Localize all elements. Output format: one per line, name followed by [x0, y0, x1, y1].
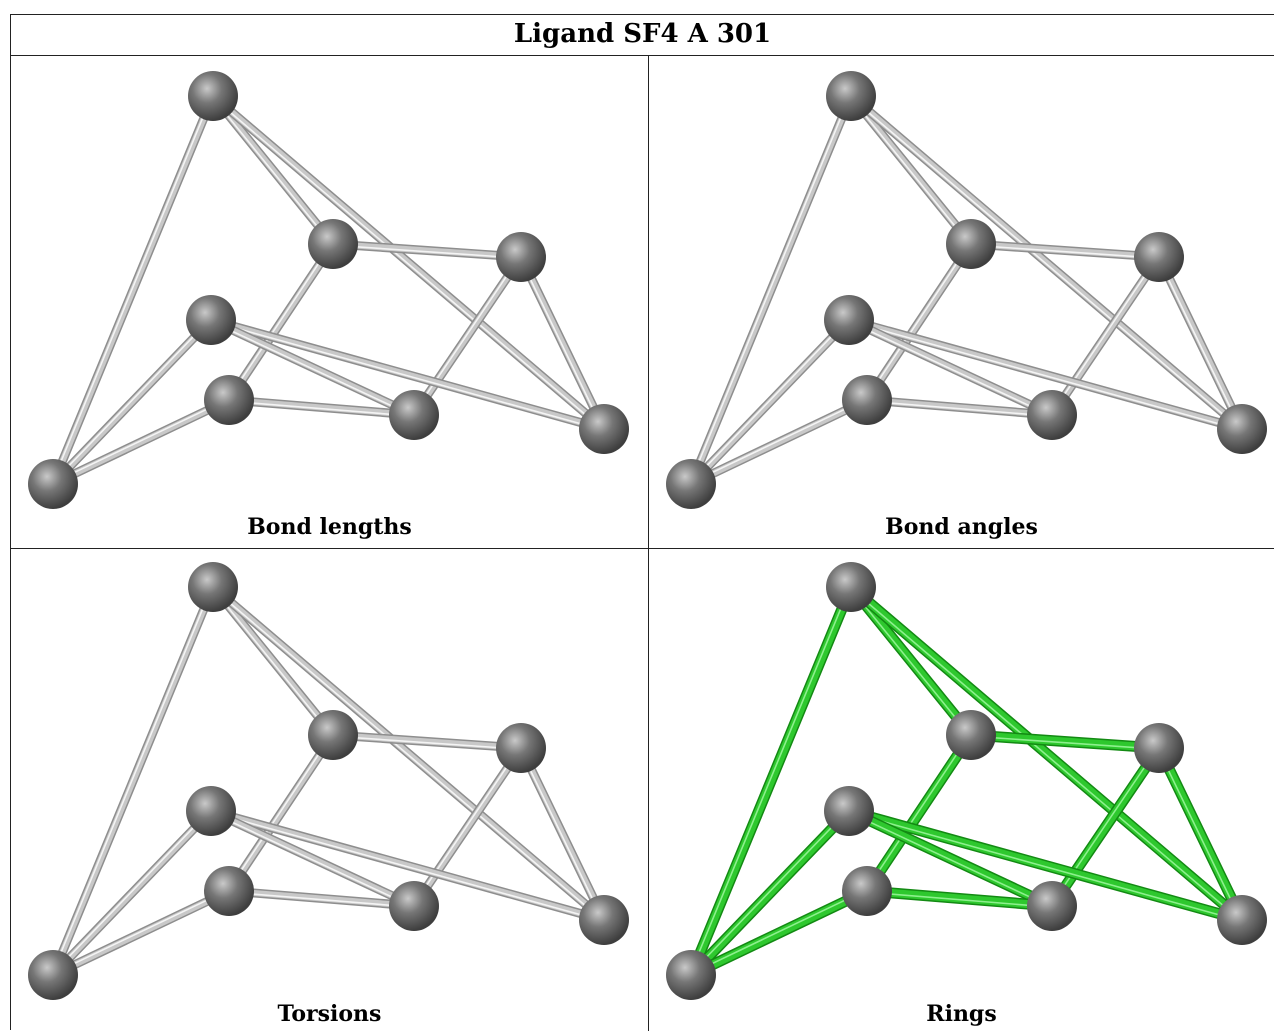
bond-A4-A6: [206, 315, 419, 420]
atom-A8: [666, 459, 716, 509]
bond-A1-A8: [48, 91, 218, 489]
panel-caption-bond-angles: Bond angles: [885, 514, 1038, 540]
panel-bond-lengths: Bond lengths: [11, 56, 649, 549]
bond-A5-A8: [685, 885, 873, 981]
bond-A1-A7: [208, 582, 609, 925]
bond-A1-A8: [686, 91, 856, 489]
bond-A4-A6: [843, 805, 1058, 912]
molecule-view-bond-lengths: [28, 71, 629, 509]
bond-A3-A6: [1047, 252, 1164, 420]
atom-A6: [389, 390, 439, 440]
atom-A3: [1134, 723, 1184, 773]
atom-A7: [1217, 404, 1267, 454]
panel-rings: Rings: [649, 549, 1274, 1031]
atom-A2: [946, 219, 996, 269]
molecule-view-bond-angles: [666, 71, 1267, 509]
bond-A2-A3: [328, 730, 526, 753]
bond-A5-A8: [686, 395, 872, 489]
panel-bond-angles: Bond angles: [649, 56, 1274, 549]
atom-A5: [842, 866, 892, 916]
bond-A5-A6: [861, 885, 1058, 912]
atom-A4: [824, 295, 874, 345]
bond-A4-A7: [843, 805, 1248, 926]
panel-torsions: Torsions: [11, 549, 649, 1031]
atom-A7: [579, 895, 629, 945]
bond-A1-A2: [845, 581, 977, 741]
bond-A1-A7: [846, 91, 1247, 434]
atom-A2: [946, 710, 996, 760]
bond-A1-A7: [208, 91, 609, 434]
bond-A2-A3: [328, 239, 526, 262]
molecule-view-torsions: [28, 562, 629, 1000]
atom-A8: [28, 459, 78, 509]
bond-A4-A7: [206, 806, 609, 925]
bond-A1-A8: [685, 581, 857, 981]
bond-A5-A8: [48, 395, 234, 489]
bond-A3-A7: [1153, 742, 1248, 926]
bond-A5-A6: [224, 395, 419, 420]
bond-A1-A2: [208, 582, 338, 740]
bond-A2-A5: [224, 730, 338, 896]
atom-A2: [308, 710, 358, 760]
bond-A5-A6: [862, 395, 1057, 420]
atom-A4: [824, 786, 874, 836]
bond-A2-A5: [224, 239, 338, 405]
bond-A5-A6: [224, 886, 419, 911]
atom-A1: [826, 71, 876, 121]
bond-A2-A3: [966, 239, 1164, 262]
atom-A3: [1134, 232, 1184, 282]
bond-A4-A8: [48, 315, 216, 489]
bond-A3-A7: [1154, 252, 1247, 434]
atom-A5: [204, 375, 254, 425]
bond-A3-A7: [516, 252, 609, 434]
atom-A2: [308, 219, 358, 269]
bond-A4-A7: [844, 315, 1247, 434]
atom-A6: [389, 881, 439, 931]
atom-A4: [186, 295, 236, 345]
atom-A6: [1027, 390, 1077, 440]
atom-A1: [826, 562, 876, 612]
figure-title: Ligand SF4 A 301: [11, 15, 1274, 56]
bond-A4-A7: [206, 315, 609, 434]
bond-A5-A8: [48, 886, 234, 980]
bond-A1-A8: [48, 582, 218, 980]
bond-A1-A2: [846, 91, 976, 249]
atom-A7: [579, 404, 629, 454]
bond-A1-A7: [845, 581, 1248, 926]
atom-A5: [204, 866, 254, 916]
panel-caption-rings: Rings: [926, 1001, 997, 1027]
bond-A4-A8: [686, 315, 854, 489]
atom-A8: [28, 950, 78, 1000]
bond-A4-A8: [685, 805, 855, 981]
atom-A4: [186, 786, 236, 836]
bond-A3-A7: [516, 743, 609, 925]
molecule-view-rings: [666, 562, 1267, 1000]
bond-A2-A5: [862, 239, 976, 405]
atom-A3: [496, 723, 546, 773]
bond-A4-A8: [48, 806, 216, 980]
atom-A3: [496, 232, 546, 282]
panel-caption-torsions: Torsions: [277, 1001, 382, 1027]
panel-caption-bond-lengths: Bond lengths: [247, 514, 412, 540]
atom-A6: [1027, 881, 1077, 931]
bond-A2-A3: [965, 729, 1165, 754]
bond-A3-A6: [1046, 742, 1165, 912]
bond-A4-A6: [844, 315, 1057, 420]
atom-A1: [188, 71, 238, 121]
bond-A3-A6: [409, 252, 526, 420]
atom-A8: [666, 950, 716, 1000]
bond-A4-A6: [206, 806, 419, 911]
bond-A3-A6: [409, 743, 526, 911]
atom-A5: [842, 375, 892, 425]
bond-A1-A2: [208, 91, 338, 249]
atom-A1: [188, 562, 238, 612]
figure-frame: Ligand SF4 A 301 Bond lengths Bond angle…: [10, 14, 1274, 1031]
atom-A7: [1217, 895, 1267, 945]
bond-A2-A5: [861, 729, 977, 897]
